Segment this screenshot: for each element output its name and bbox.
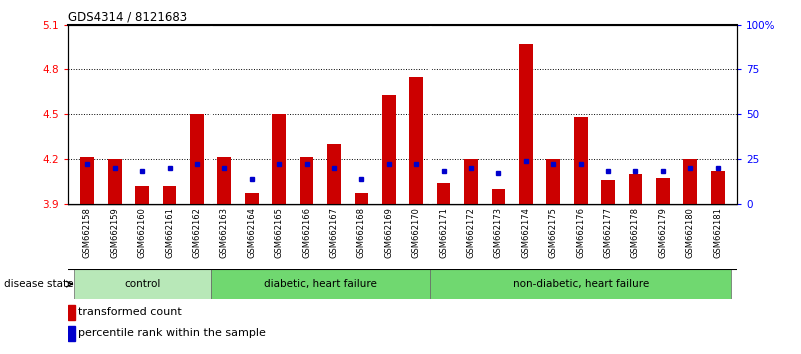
Bar (437, 183, 450, 204)
Bar (464, 159, 478, 204)
Text: GSM662172: GSM662172 (466, 207, 476, 258)
Text: GSM662174: GSM662174 (521, 207, 530, 258)
Text: GSM662170: GSM662170 (412, 207, 421, 258)
Text: GSM662158: GSM662158 (83, 207, 92, 258)
Bar (602, 180, 615, 204)
Text: GSM662162: GSM662162 (192, 207, 201, 258)
Text: GSM662180: GSM662180 (686, 207, 694, 258)
Text: GSM662167: GSM662167 (329, 207, 339, 258)
Text: GSM662161: GSM662161 (165, 207, 174, 258)
Text: disease state: disease state (4, 279, 74, 289)
Bar (492, 189, 505, 204)
Text: GSM662159: GSM662159 (111, 207, 119, 258)
Bar (355, 193, 368, 204)
Bar (245, 193, 259, 204)
Bar (190, 114, 203, 204)
Text: GSM662166: GSM662166 (302, 207, 311, 258)
Bar (68, 305, 75, 320)
Bar (300, 158, 313, 204)
Bar (574, 117, 587, 204)
Bar (519, 44, 533, 204)
Bar (218, 158, 231, 204)
Bar (135, 186, 149, 204)
Text: GSM662181: GSM662181 (713, 207, 723, 258)
Bar (382, 95, 396, 204)
Bar (683, 159, 697, 204)
Text: GSM662179: GSM662179 (658, 207, 667, 258)
FancyBboxPatch shape (430, 269, 731, 299)
Text: transformed count: transformed count (78, 307, 182, 317)
Text: GSM662178: GSM662178 (631, 207, 640, 258)
Bar (80, 158, 95, 204)
Bar (163, 186, 176, 204)
Text: GSM662177: GSM662177 (604, 207, 613, 258)
Bar (327, 144, 341, 204)
Text: GSM662163: GSM662163 (219, 207, 229, 258)
Text: GDS4314 / 8121683: GDS4314 / 8121683 (68, 11, 187, 24)
Text: GSM662173: GSM662173 (494, 207, 503, 258)
Text: non-diabetic, heart failure: non-diabetic, heart failure (513, 279, 649, 289)
FancyBboxPatch shape (211, 269, 430, 299)
Text: GSM662160: GSM662160 (138, 207, 147, 258)
Text: GSM662168: GSM662168 (357, 207, 366, 258)
Text: GSM662175: GSM662175 (549, 207, 557, 258)
Text: GSM662176: GSM662176 (576, 207, 586, 258)
Bar (68, 326, 75, 341)
FancyBboxPatch shape (74, 269, 211, 299)
Text: percentile rank within the sample: percentile rank within the sample (78, 329, 266, 338)
Bar (629, 174, 642, 204)
Bar (546, 159, 560, 204)
Bar (409, 77, 423, 204)
Text: GSM662171: GSM662171 (439, 207, 448, 258)
Text: GSM662169: GSM662169 (384, 207, 393, 258)
Bar (656, 178, 670, 204)
Text: control: control (124, 279, 160, 289)
Text: GSM662165: GSM662165 (275, 207, 284, 258)
Bar (272, 114, 286, 204)
Bar (710, 171, 725, 204)
Bar (108, 159, 122, 204)
Text: GSM662164: GSM662164 (248, 207, 256, 258)
Text: diabetic, heart failure: diabetic, heart failure (264, 279, 376, 289)
